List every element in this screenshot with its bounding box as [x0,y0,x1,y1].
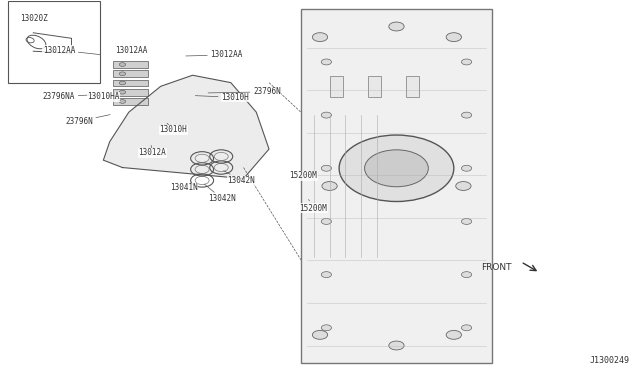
Circle shape [312,330,328,339]
Circle shape [461,165,472,171]
Text: FRONT: FRONT [481,263,511,272]
Text: 13012AA: 13012AA [43,46,100,55]
Circle shape [119,100,125,103]
Bar [406,76,419,97]
Circle shape [119,90,125,94]
Text: J1300249: J1300249 [589,356,629,365]
Bar [113,80,148,86]
Circle shape [446,33,461,42]
Circle shape [322,182,337,190]
Bar [8,1,100,83]
Circle shape [446,330,461,339]
Circle shape [461,59,472,65]
Text: 23796N: 23796N [65,115,110,126]
Text: 23796N: 23796N [208,87,281,96]
Circle shape [321,112,332,118]
Circle shape [461,325,472,331]
Bar [113,61,148,68]
Bar [301,9,492,363]
Text: 23796NA: 23796NA [43,92,97,101]
Polygon shape [103,75,269,179]
Text: 13012AA: 13012AA [115,46,147,55]
Circle shape [461,218,472,224]
Circle shape [321,272,332,278]
Bar [113,89,148,96]
Text: 13010HA: 13010HA [88,92,120,101]
Circle shape [339,135,454,202]
Bar [368,76,381,97]
Circle shape [321,59,332,65]
Circle shape [119,81,125,85]
Bar [113,98,148,105]
Text: 13042N: 13042N [204,184,236,203]
Circle shape [321,325,332,331]
Circle shape [461,112,472,118]
Bar [330,76,343,97]
Text: 13020Z: 13020Z [20,14,48,23]
Text: 13010H: 13010H [159,123,187,134]
Circle shape [461,272,472,278]
Circle shape [119,72,125,76]
Circle shape [312,33,328,42]
Circle shape [365,150,428,187]
Text: 13012A: 13012A [138,145,166,157]
Text: 13041N: 13041N [170,181,198,192]
Circle shape [389,22,404,31]
Text: 13042N: 13042N [223,171,255,185]
Text: 15200M: 15200M [300,199,327,213]
Text: 13010H: 13010H [195,93,249,102]
Circle shape [321,218,332,224]
Text: 13012AA: 13012AA [186,51,243,60]
Circle shape [389,341,404,350]
Circle shape [119,62,125,66]
Circle shape [456,182,471,190]
Circle shape [321,165,332,171]
Bar [113,70,148,77]
Text: 15200M: 15200M [289,171,317,180]
